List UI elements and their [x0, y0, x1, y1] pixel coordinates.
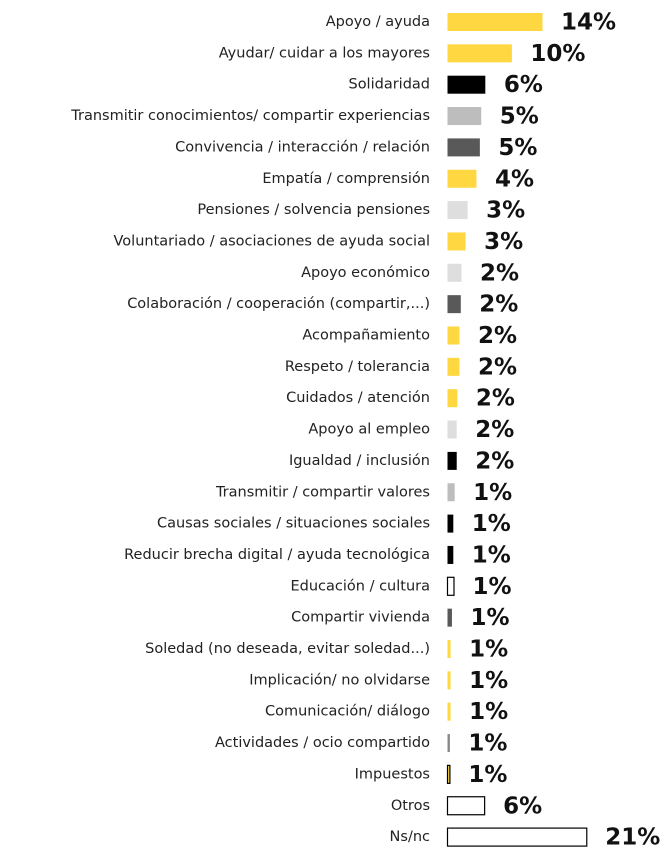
category-label: Convivencia / interacción / relación [175, 139, 430, 155]
bar [447, 420, 457, 439]
category-label: Acompañamiento [302, 328, 430, 344]
value-label: 1% [472, 574, 511, 600]
bar [447, 514, 454, 533]
bar [447, 702, 451, 721]
value-label: 2% [475, 417, 514, 443]
bar [447, 263, 462, 282]
category-label: Ayudar/ cuidar a los mayores [219, 45, 430, 61]
value-label: 5% [498, 135, 537, 161]
bar [447, 671, 451, 690]
category-label: Empatía / comprensión [262, 171, 430, 187]
value-label: 1% [468, 762, 507, 788]
category-label: Impuestos [355, 766, 430, 782]
bar [447, 357, 460, 376]
value-label: 1% [472, 511, 511, 537]
value-label: 2% [476, 386, 515, 412]
category-label: Implicación/ no olvidarse [249, 672, 430, 688]
category-label: Transmitir / compartir valores [215, 484, 430, 500]
bar [447, 138, 480, 157]
value-label: 2% [478, 354, 517, 380]
bar [447, 169, 477, 188]
value-label: 1% [469, 637, 508, 663]
value-label: 4% [495, 166, 534, 192]
category-label: Colaboración / cooperación (compartir,..… [127, 296, 430, 312]
bar [446, 796, 486, 816]
category-label: Pensiones / solvencia pensiones [197, 202, 430, 218]
category-label: Ns/nc [390, 829, 430, 845]
value-label: 10% [530, 41, 585, 67]
value-label: 1% [469, 668, 508, 694]
category-label: Transmitir conocimientos/ compartir expe… [70, 108, 430, 124]
category-label: Solidaridad [348, 77, 430, 93]
bar [447, 545, 454, 564]
bar [446, 764, 451, 785]
bar [447, 640, 451, 658]
bar [447, 295, 461, 314]
category-label: Compartir vivienda [291, 610, 430, 626]
bar [447, 389, 458, 408]
bar [447, 608, 452, 627]
category-label: Igualdad / inclusión [289, 453, 430, 469]
category-label: Apoyo / ayuda [326, 14, 430, 30]
value-label: 2% [480, 260, 519, 286]
value-label: 2% [479, 292, 518, 318]
category-label: Actividades / ocio compartido [215, 735, 430, 751]
bar [447, 232, 466, 251]
bar [446, 827, 588, 847]
bar [447, 483, 455, 502]
value-label: 1% [468, 731, 507, 757]
category-label: Apoyo económico [301, 265, 430, 281]
value-label: 21% [605, 825, 660, 851]
category-label: Reducir brecha digital / ayuda tecnológi… [124, 547, 430, 563]
category-label: Causas sociales / situaciones sociales [157, 516, 430, 532]
value-label: 1% [469, 699, 508, 725]
category-label: Apoyo al empleo [308, 422, 430, 438]
value-label: 3% [486, 198, 525, 224]
bar [447, 201, 468, 220]
bar [447, 44, 512, 63]
value-label: 6% [504, 72, 543, 98]
value-label: 1% [470, 605, 509, 631]
category-label: Respeto / tolerancia [285, 359, 430, 375]
bar [447, 13, 543, 31]
bar [447, 734, 450, 753]
category-label: Educación / cultura [291, 578, 431, 594]
value-label: 2% [475, 448, 514, 474]
bar [447, 451, 457, 470]
category-label: Comunicación/ diálogo [265, 704, 430, 720]
bar [447, 75, 486, 94]
value-label: 5% [500, 104, 539, 130]
bar [446, 576, 455, 596]
category-label: Cuidados / atención [286, 390, 430, 406]
value-label: 2% [478, 323, 517, 349]
value-label: 14% [561, 10, 616, 36]
value-label: 1% [473, 480, 512, 506]
category-label: Otros [391, 798, 430, 814]
value-label: 3% [484, 229, 523, 255]
bar [447, 326, 460, 345]
value-label: 6% [503, 793, 542, 819]
category-label: Soledad (no deseada, evitar soledad...) [145, 641, 430, 657]
value-label: 1% [472, 542, 511, 568]
category-label: Voluntariado / asociaciones de ayuda soc… [114, 233, 430, 249]
bar [447, 107, 482, 126]
